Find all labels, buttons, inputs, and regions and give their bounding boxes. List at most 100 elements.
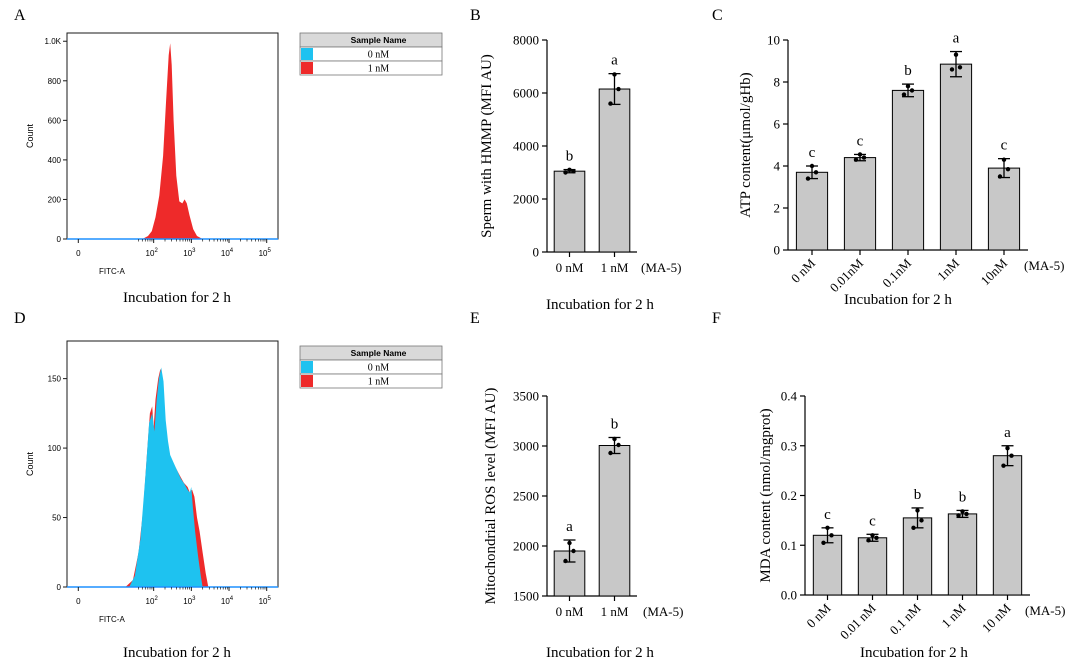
panel-caption: Incubation for 2 h <box>546 645 654 661</box>
data-point <box>957 65 963 70</box>
x-axis-label: FITC-A <box>99 615 125 624</box>
bar <box>843 157 877 251</box>
x-tick-label: 0 nM <box>556 260 584 275</box>
panel-letter-c: C <box>712 7 723 24</box>
data-point <box>608 101 613 106</box>
flow-panel-a: 0 200 400 600 800 1.0K Count 0 102 103 104 105 FITC-… <box>25 32 443 306</box>
y-axis-label: Sperm with HMMP (MFI AU) <box>479 54 495 238</box>
legend-swatch <box>301 62 313 74</box>
significance-letter: c <box>824 507 831 523</box>
y-tick-label: 400 <box>48 156 62 165</box>
y-tick-label: 4 <box>774 159 781 174</box>
y-tick-label: 1500 <box>513 589 539 604</box>
significance-letter: c <box>809 145 816 161</box>
x-tick-label: 102 <box>146 248 159 258</box>
bar <box>812 534 843 596</box>
data-point <box>567 540 572 546</box>
data-point <box>956 513 961 518</box>
histogram-1-nm <box>142 43 203 240</box>
significance-letter: a <box>611 53 618 69</box>
data-point <box>964 511 969 517</box>
significance-letter: b <box>611 417 619 433</box>
y-tick-label: 2500 <box>513 489 539 504</box>
y-tick-label: 2000 <box>513 539 539 554</box>
legend-header: Sample Name <box>351 348 407 358</box>
data-point <box>853 157 859 162</box>
data-point <box>1001 463 1006 468</box>
significance-letter: a <box>953 31 960 47</box>
significance-letter: c <box>1001 138 1008 154</box>
data-point <box>567 167 572 173</box>
data-point <box>809 163 815 169</box>
x-tick-label: 1 nM <box>601 260 629 275</box>
data-point <box>612 72 617 77</box>
data-point <box>1005 446 1010 451</box>
legend-label: 0 nM <box>368 363 390 374</box>
legend-label: 1 nM <box>368 64 390 75</box>
y-tick-label: 100 <box>48 444 62 453</box>
significance-letter: b <box>566 149 574 165</box>
x-tick-label: 1 nM <box>938 600 969 631</box>
panel-letter-f: F <box>712 310 721 327</box>
x-tick-label: 0 <box>76 249 81 258</box>
y-tick-label: 200 <box>48 195 62 204</box>
data-point <box>915 508 920 513</box>
significance-letter: a <box>1004 425 1011 441</box>
bar <box>947 513 978 596</box>
bar-panel-f: 0.0 0.1 0.2 0.3 0.4 MDA content (nmol/mgprot)… <box>758 389 1065 662</box>
bar <box>553 170 586 253</box>
data-point <box>563 558 568 564</box>
data-point <box>805 176 811 181</box>
y-tick-label: 0 <box>774 243 781 258</box>
data-point <box>825 525 830 531</box>
legend-label: 1 nM <box>368 377 390 388</box>
y-tick-label: 0.4 <box>781 389 798 404</box>
x-tick-label: 102 <box>146 596 159 606</box>
legend: Sample Name 0 nM 1 nM <box>299 32 443 76</box>
y-axis-label: MDA content (nmol/mgprot) <box>758 408 774 582</box>
data-point <box>960 509 965 514</box>
histogram-0-nm <box>129 367 203 587</box>
y-tick-label: 3000 <box>513 439 539 454</box>
x-tick-label: 0.1 nM <box>886 600 923 637</box>
data-point <box>861 155 867 160</box>
y-axis-label: ATP content(μmol/gHb) <box>738 72 754 217</box>
panel-letter-d: D <box>14 310 26 327</box>
y-tick-label: 0 <box>57 235 62 244</box>
legend-label: 0 nM <box>368 50 390 61</box>
data-point <box>616 86 621 92</box>
data-point <box>866 538 871 543</box>
significance-letter: a <box>566 519 573 535</box>
data-point <box>1009 453 1014 458</box>
data-point <box>616 442 621 448</box>
x-tick-label: 0 <box>76 597 81 606</box>
data-point <box>1005 166 1011 172</box>
data-point <box>829 533 834 538</box>
x-tick-label: 0 nM <box>803 600 834 631</box>
panel-caption: Incubation for 2 h <box>546 297 654 313</box>
y-tick-label: 8000 <box>513 33 539 48</box>
data-point <box>857 152 863 157</box>
y-tick-label: 0 <box>57 583 62 592</box>
x-tick-label: 1nM <box>934 255 962 283</box>
bar-panel-b: 0 2000 4000 6000 8000 Sperm with HMMP (MFI AU… <box>479 33 681 314</box>
y-tick-label: 10 <box>767 33 780 48</box>
data-point <box>870 533 875 538</box>
data-point <box>1001 157 1007 162</box>
data-point <box>813 170 819 175</box>
panel-caption: Incubation for 2 h <box>123 290 231 306</box>
y-axis-label: Mitochondrial ROS level (MFI AU) <box>483 388 499 605</box>
y-tick-label: 50 <box>52 514 61 523</box>
panel-letter-a: A <box>14 7 26 24</box>
bar <box>857 537 888 596</box>
data-point <box>563 170 568 175</box>
data-point <box>949 67 955 72</box>
significance-letter: b <box>904 63 912 79</box>
x-tick-label: 0.01nM <box>827 255 867 295</box>
x-tick-label: 105 <box>259 596 272 606</box>
y-tick-label: 0.3 <box>781 438 797 453</box>
y-tick-label: 150 <box>48 375 62 384</box>
significance-letter: b <box>959 489 967 505</box>
x-tick-label: 0.1nM <box>879 255 914 290</box>
